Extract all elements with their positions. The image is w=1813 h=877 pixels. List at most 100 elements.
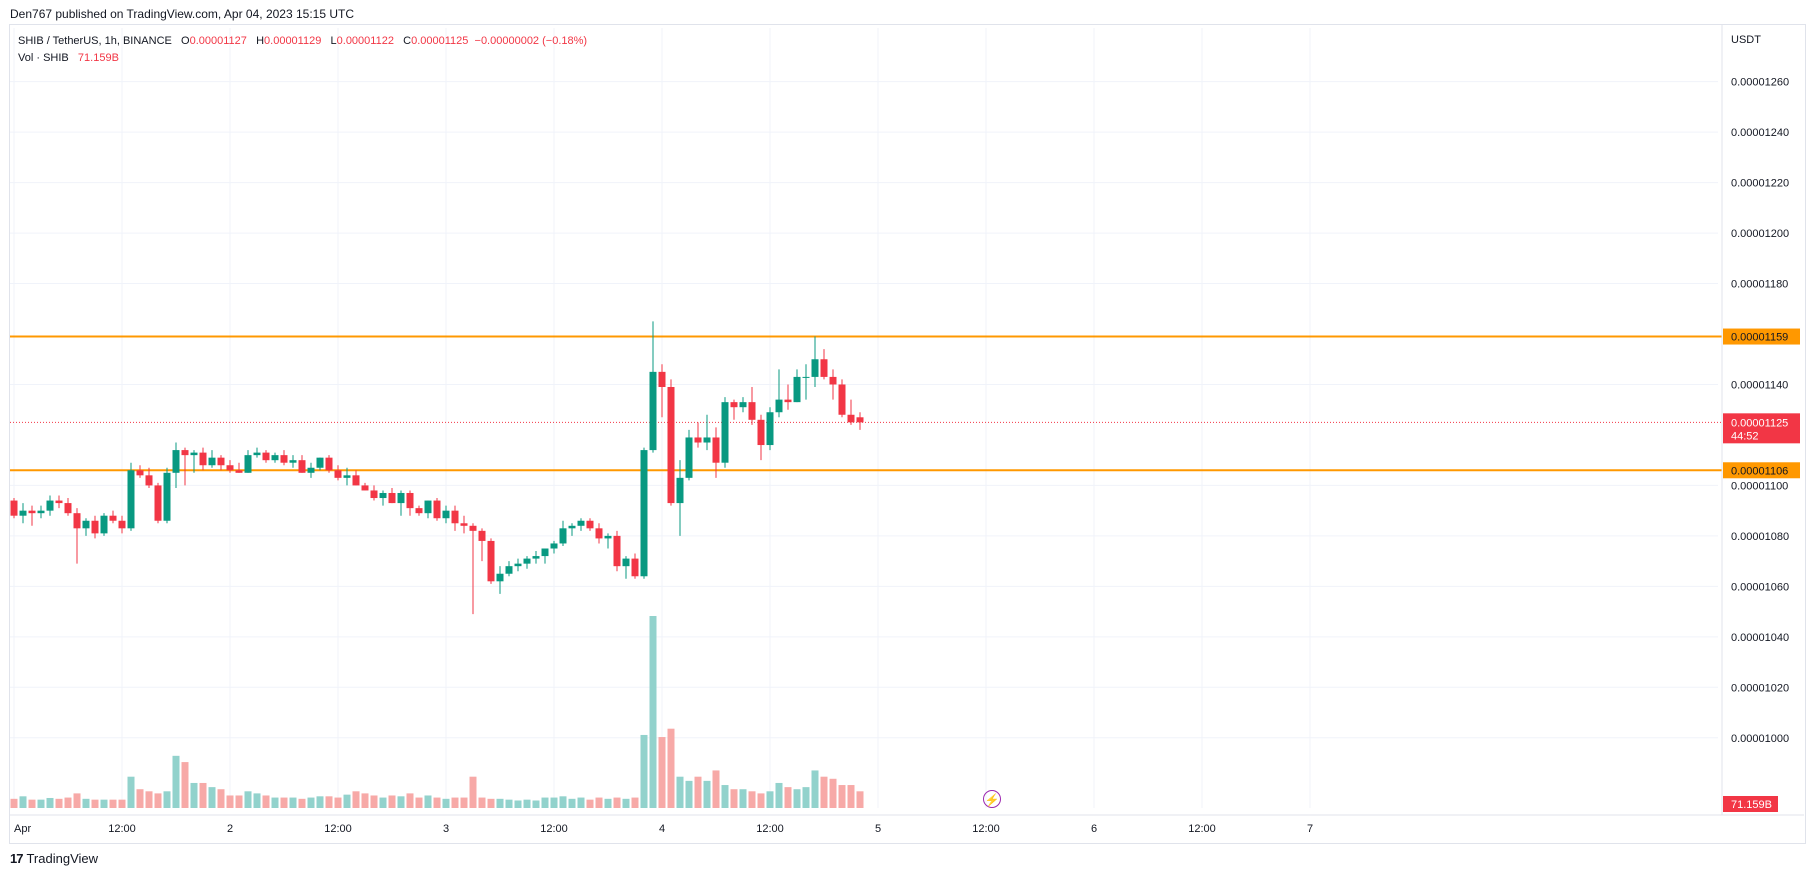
volume-bar xyxy=(46,797,54,808)
price-tick-label: 0.00001020 xyxy=(1731,682,1789,694)
candle-body xyxy=(451,510,459,524)
ohlc-legend: SHIB / TetherUS, 1h, BINANCE O0.00001127… xyxy=(18,35,587,47)
candle-body xyxy=(739,402,747,408)
candle-body xyxy=(595,528,603,539)
volume-label[interactable]: Vol · SHIB xyxy=(18,52,69,64)
time-tick-label: 4 xyxy=(659,823,665,835)
price-tick-label: 0.00001060 xyxy=(1731,581,1789,593)
candle-body xyxy=(244,455,252,473)
candle-body xyxy=(667,387,675,504)
volume-bar xyxy=(361,793,369,808)
volume-bars xyxy=(10,616,864,808)
volume-bar xyxy=(55,798,63,808)
volume-bar xyxy=(640,734,648,808)
time-tick-label: Apr xyxy=(14,823,31,835)
axis-unit-label: USDT xyxy=(1731,34,1761,46)
volume-bar xyxy=(568,798,576,808)
volume-bar xyxy=(136,789,144,808)
volume-bar xyxy=(451,797,459,808)
price-tick-label: 0.00001040 xyxy=(1731,632,1789,644)
volume-bar xyxy=(757,793,765,808)
volume-bar xyxy=(325,796,333,808)
time-tick-label: 3 xyxy=(443,823,449,835)
candle-body xyxy=(307,467,315,473)
volume-bar xyxy=(82,798,90,808)
price-tick-label: 0.00001200 xyxy=(1731,228,1789,240)
candle-body xyxy=(856,417,864,423)
candle-body xyxy=(28,510,36,514)
volume-bar xyxy=(352,791,360,808)
volume-bar xyxy=(829,778,837,808)
candle-body xyxy=(649,371,657,451)
symbol-label[interactable]: SHIB / TetherUS, 1h, BINANCE xyxy=(18,35,172,47)
candle-body xyxy=(658,371,666,388)
candle-body xyxy=(280,455,288,463)
time-tick-label: 12:00 xyxy=(108,823,136,835)
candle-body xyxy=(82,520,90,529)
candle-body xyxy=(343,475,351,478)
high-value: 0.00001129 xyxy=(264,35,322,47)
footer-brand[interactable]: 17 TradingView xyxy=(10,851,98,866)
candle-body xyxy=(766,412,774,446)
candle-body xyxy=(433,500,441,519)
candle-body xyxy=(676,477,684,504)
volume-bar xyxy=(748,791,756,808)
volume-bar xyxy=(766,791,774,808)
volume-bar xyxy=(631,797,639,808)
volume-bar xyxy=(163,791,171,808)
volume-bar xyxy=(847,785,855,808)
volume-bar xyxy=(775,782,783,808)
candle-body xyxy=(145,475,153,486)
candle-body xyxy=(271,455,279,461)
open-label: O xyxy=(181,35,190,47)
price-axis: 0.00001260 0.00001240 0.00001220 0.00001200… xyxy=(1721,24,1800,815)
volume-bar xyxy=(622,798,630,808)
volume-bar xyxy=(181,762,189,808)
candle-body xyxy=(388,492,396,504)
candle-body xyxy=(604,535,612,539)
candle-body xyxy=(721,402,729,463)
candle-body xyxy=(730,402,738,408)
volume-bar xyxy=(712,770,720,808)
volume-bar xyxy=(802,787,810,808)
volume-bar xyxy=(559,796,567,808)
volume-bar xyxy=(505,799,513,808)
time-tick-label: 6 xyxy=(1091,823,1097,835)
candle-body xyxy=(496,573,504,582)
candle-body xyxy=(208,457,216,466)
price-tick-label: 0.00001260 xyxy=(1731,77,1789,89)
price-tick-label: 0.00001100 xyxy=(1731,480,1788,492)
volume-bar xyxy=(586,799,594,808)
price-tick-label: 0.00001240 xyxy=(1731,127,1789,139)
candle-body xyxy=(469,525,477,531)
volume-bar xyxy=(343,794,351,808)
volume-bar xyxy=(523,799,531,808)
volume-bar xyxy=(820,776,828,808)
candle-body xyxy=(289,460,297,463)
volume-bar xyxy=(190,782,198,808)
time-tick-label: 12:00 xyxy=(1188,823,1216,835)
volume-bar xyxy=(91,799,99,808)
volume-bar xyxy=(100,799,108,808)
low-label: L xyxy=(330,35,337,47)
candle-body xyxy=(586,520,594,529)
time-tick-label: 7 xyxy=(1307,823,1313,835)
lightning-icon[interactable]: ⚡ xyxy=(983,790,1001,808)
volume-bar xyxy=(721,785,729,808)
open-value: 0.00001127 xyxy=(189,35,247,47)
volume-bar xyxy=(595,797,603,808)
candle-body xyxy=(190,452,198,456)
volume-bar xyxy=(217,789,225,808)
candle-body xyxy=(127,470,135,529)
price-tick-label: 0.00001180 xyxy=(1731,279,1788,291)
volume-bar xyxy=(307,797,315,808)
candle-body xyxy=(802,376,810,378)
volume-bar xyxy=(496,798,504,808)
candle-body xyxy=(793,376,801,403)
candle-body xyxy=(235,470,243,473)
volume-bar xyxy=(334,797,342,808)
grid-lines xyxy=(10,28,1718,808)
volume-bar xyxy=(613,797,621,808)
candle-body xyxy=(10,500,18,516)
